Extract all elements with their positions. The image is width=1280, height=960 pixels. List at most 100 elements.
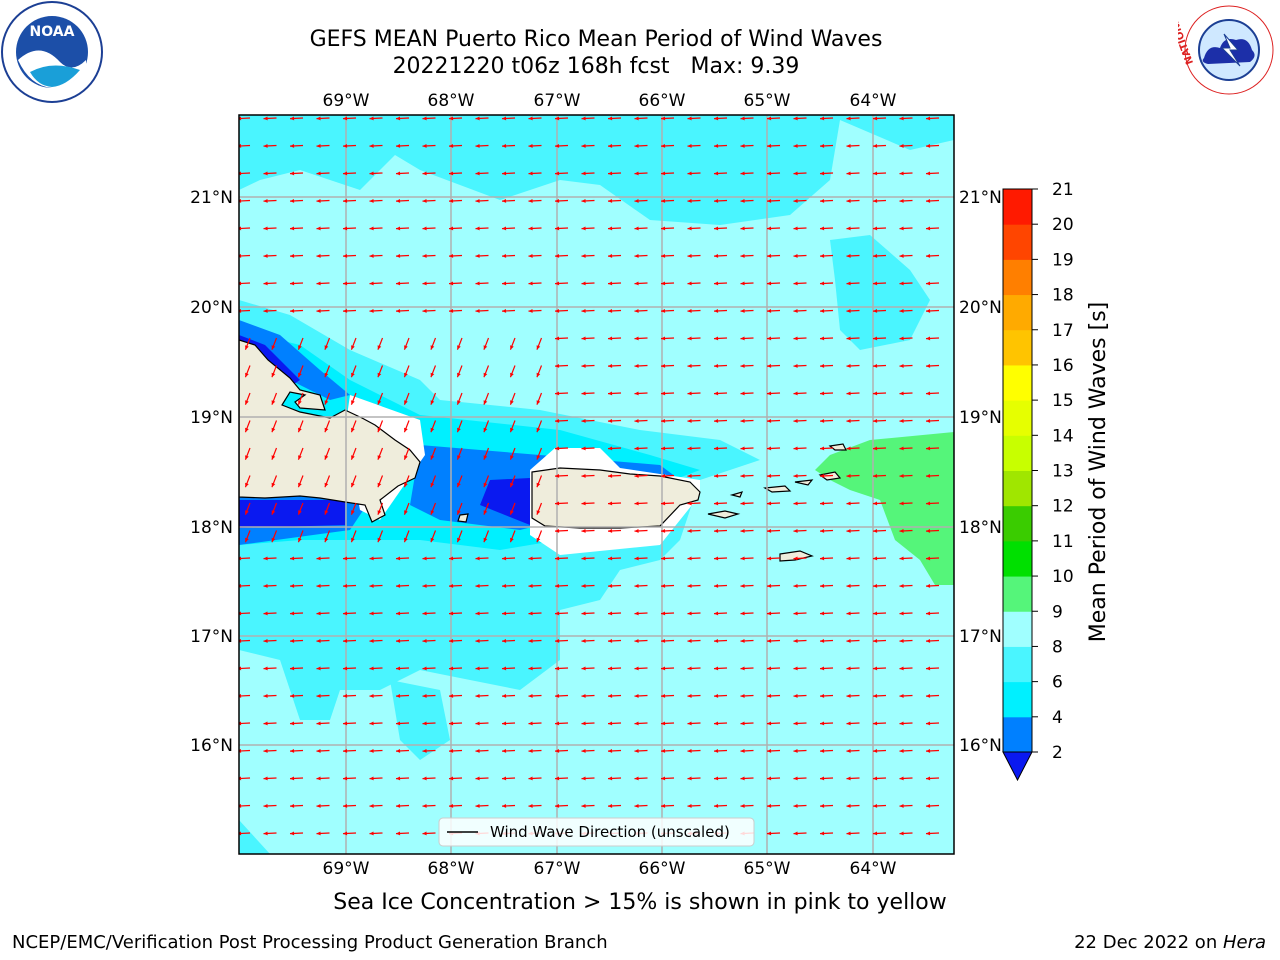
wave-direction-arrowhead (324, 537, 329, 543)
wave-direction-arrowhead (687, 721, 692, 726)
wave-direction-arrowhead (687, 171, 692, 176)
wave-direction-arrowhead (483, 455, 488, 460)
wave-direction-arrowhead (634, 528, 639, 533)
wave-direction-arrowhead (422, 638, 427, 643)
wave-direction-arrowhead (661, 528, 666, 533)
wave-direction-arrowhead (846, 308, 851, 313)
lon-label-bottom: 69°W (323, 859, 370, 879)
colorbar-tick-label: 2 (1052, 743, 1063, 763)
wave-direction-arrowhead (873, 721, 878, 726)
wave-direction-arrowhead (502, 748, 507, 753)
wave-direction-arrowhead (290, 803, 295, 808)
wave-direction-arrowhead (767, 143, 772, 148)
wave-direction-arrowhead (714, 198, 719, 203)
wave-direction-arrowhead (899, 198, 904, 203)
colorbar-band (1003, 505, 1032, 542)
wave-direction-arrowhead (396, 556, 401, 561)
wave-direction-arrowhead (873, 418, 878, 423)
wave-direction-arrowhead (687, 528, 692, 533)
wave-direction-arrowhead (634, 171, 639, 176)
wave-direction-arrowhead (873, 226, 878, 231)
wave-direction-arrowhead (475, 666, 480, 671)
colorbar-band (1003, 259, 1032, 296)
wave-direction-arrowhead (449, 116, 454, 121)
wave-direction-arrowhead (290, 253, 295, 258)
wave-direction-arrowhead (873, 308, 878, 313)
wave-direction-arrowhead (449, 803, 454, 808)
wave-direction-arrowhead (298, 345, 302, 350)
wave-direction-arrowhead (449, 666, 454, 671)
wave-direction-arrowhead (687, 501, 692, 506)
colorbar-tick-label: 19 (1052, 250, 1074, 270)
wave-direction-arrowhead (926, 693, 931, 698)
tortola (794, 479, 814, 486)
lon-label-top: 69°W (323, 91, 370, 111)
wave-direction-arrowhead (528, 611, 533, 616)
wave-direction-arrowhead (343, 721, 348, 726)
wave-direction-arrowhead (422, 748, 427, 753)
wave-direction-arrowhead (661, 693, 666, 698)
wave-direction-arrowhead (510, 455, 514, 460)
wave-direction-arrowhead (899, 831, 904, 836)
wave-direction-arrowhead (608, 363, 613, 368)
wave-direction-arrowhead (740, 803, 745, 808)
wave-direction-arrowhead (767, 611, 772, 616)
wave-direction-arrowhead (263, 308, 268, 313)
wave-direction-arrowhead (404, 345, 408, 350)
wave-direction-arrowhead (581, 363, 586, 368)
wave-direction-arrowhead (793, 473, 798, 478)
wave-direction-arrowhead (422, 666, 427, 671)
wave-direction-arrowhead (351, 427, 355, 433)
wave-direction-arrowhead (899, 638, 904, 643)
wave-direction-arrowhead (396, 281, 401, 286)
wave-direction-arrowhead (369, 226, 374, 231)
wave-direction-arrowhead (316, 281, 321, 286)
wave-direction-arrowhead (324, 510, 329, 515)
wave-direction-arrowhead (926, 776, 931, 781)
wave-direction-arrowhead (475, 556, 480, 561)
wave-direction-arrowhead (263, 556, 268, 561)
wave-direction-arrowhead (899, 253, 904, 258)
wave-direction-arrowhead (581, 473, 586, 478)
map-subtitle: 20221220 t06z 168h fcst Max: 9.39 (0, 54, 1192, 80)
wave-direction-arrowhead (846, 831, 851, 836)
wave-direction-arrowhead (634, 336, 639, 341)
wave-direction-arrowhead (634, 281, 639, 286)
map-title: GEFS MEAN Puerto Rico Mean Period of Win… (309, 27, 883, 52)
wave-direction-arrowhead (767, 528, 772, 533)
colorbar-band (1003, 435, 1032, 471)
wave-direction-arrowhead (316, 666, 321, 671)
lon-label-bottom: 67°W (534, 859, 581, 879)
wave-direction-arrowhead (740, 336, 745, 341)
wave-direction-arrowhead (396, 253, 401, 258)
wave-direction-arrowhead (899, 556, 904, 561)
wave-direction-arrowhead (422, 803, 427, 808)
wave-direction-arrowhead (475, 748, 480, 753)
wave-direction-arrowhead (846, 721, 851, 726)
colorbar-band (1003, 716, 1032, 753)
wave-direction-arrowhead (483, 510, 488, 515)
wave-direction-arrowhead (369, 803, 374, 808)
wave-direction-arrowhead (404, 537, 408, 543)
wave-direction-arrowhead (245, 510, 249, 515)
wave-direction-arrowhead (687, 638, 692, 643)
wave-direction-arrowhead (343, 666, 348, 671)
lat-label-right: 21°N (959, 188, 1002, 208)
wave-direction-arrowhead (581, 666, 586, 671)
wave-direction-arrowhead (502, 116, 507, 121)
wave-direction-arrowhead (820, 611, 825, 616)
wave-direction-arrowhead (608, 803, 613, 808)
wave-direction-arrowhead (820, 583, 825, 588)
wave-direction-arrowhead (714, 693, 719, 698)
wave-direction-arrowhead (767, 446, 772, 451)
wave-direction-arrowhead (661, 198, 666, 203)
wave-direction-arrowhead (510, 400, 514, 405)
wave-direction-arrowhead (369, 116, 374, 121)
wave-direction-arrowhead (316, 638, 321, 643)
wave-direction-arrowhead (661, 638, 666, 643)
wave-direction-arrowhead (245, 427, 249, 433)
colorbar-band (1003, 681, 1032, 718)
wave-direction-arrowhead (820, 666, 825, 671)
wave-direction-arrowhead (740, 226, 745, 231)
wave-direction-arrowhead (502, 721, 507, 726)
